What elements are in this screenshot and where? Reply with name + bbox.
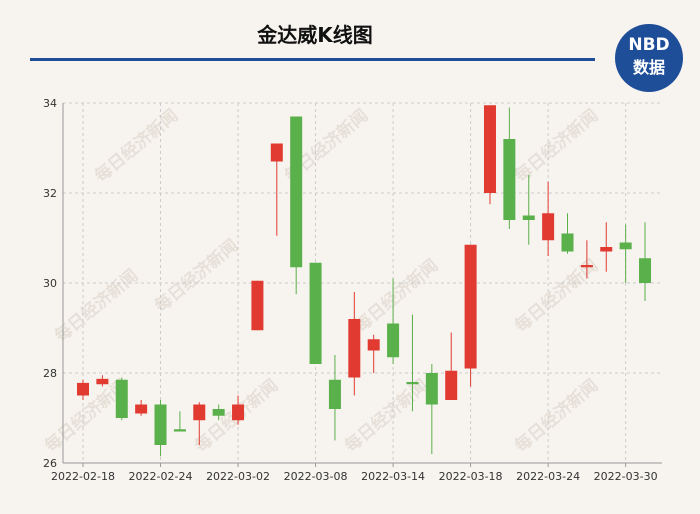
x-tick-label: 2022-03-30	[594, 470, 658, 483]
logo-text: 数据	[633, 58, 665, 77]
logo-text: NBD	[628, 35, 669, 55]
candle-body	[600, 247, 613, 252]
candle-body	[503, 139, 516, 220]
candle-body	[232, 404, 245, 421]
watermark: 每日经济新闻	[511, 105, 603, 187]
x-tick-label: 2022-03-02	[206, 470, 270, 483]
candle-body	[542, 213, 555, 241]
x-tick-label: 2022-03-18	[439, 470, 503, 483]
y-tick-label: 30	[43, 277, 57, 290]
candle-body	[367, 339, 380, 351]
candle-body	[135, 404, 148, 414]
candle-body	[193, 404, 206, 421]
candle-body	[580, 265, 593, 268]
candle-body	[387, 323, 400, 358]
y-tick-label: 26	[43, 457, 57, 470]
candle-body	[290, 116, 303, 268]
candle-body	[483, 105, 496, 193]
candle-body	[639, 258, 652, 283]
candle-body	[445, 370, 458, 400]
candle-body	[77, 382, 89, 396]
candle-body	[348, 319, 361, 378]
watermark: 每日经济新闻	[91, 105, 183, 187]
y-tick-label: 28	[43, 367, 57, 380]
candle-body	[251, 280, 264, 331]
title-rule	[30, 58, 595, 61]
y-tick-label: 32	[43, 187, 57, 200]
x-tick-label: 2022-03-14	[361, 470, 425, 483]
x-tick-label: 2022-02-24	[129, 470, 193, 483]
candle-body	[328, 379, 341, 409]
logo	[615, 24, 683, 92]
watermark: 每日经济新闻	[151, 235, 243, 317]
x-tick-label: 2022-02-18	[51, 470, 115, 483]
watermark: 每日经济新闻	[51, 265, 143, 347]
candle-body	[115, 379, 128, 418]
candle-body	[464, 244, 477, 369]
candle-body	[96, 378, 109, 385]
candle-body	[154, 404, 167, 445]
candle-body	[522, 215, 535, 220]
chart-title: 金达威K线图	[256, 23, 373, 47]
candle-body	[561, 233, 574, 252]
candle-body	[425, 373, 438, 405]
candle-body	[173, 429, 186, 432]
candle-body	[270, 143, 283, 162]
y-tick-label: 34	[43, 97, 57, 110]
x-tick-label: 2022-03-08	[284, 470, 348, 483]
candle-body	[619, 242, 632, 250]
candle-body	[406, 382, 419, 385]
x-tick-label: 2022-03-24	[516, 470, 580, 483]
candle-body	[309, 262, 322, 364]
watermark: 每日经济新闻	[511, 375, 603, 457]
candle-body	[212, 409, 225, 416]
